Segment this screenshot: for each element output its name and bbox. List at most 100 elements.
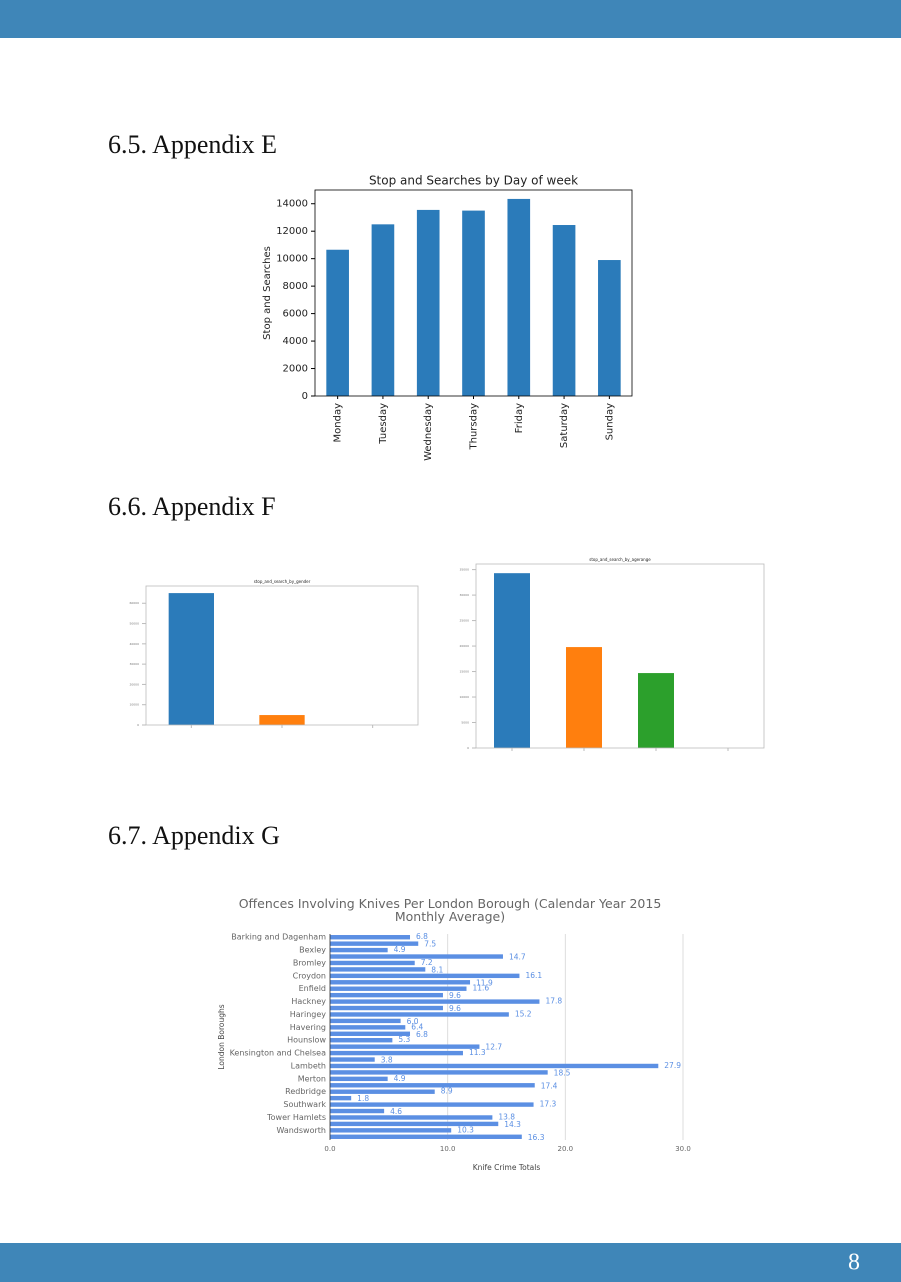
y-tick-label: Barking and Dagenham [231, 933, 326, 942]
y-tick-label: 8000 [283, 281, 308, 292]
bar [330, 1095, 352, 1101]
value-label: 6.4 [411, 1022, 423, 1031]
chart-title: Stop and Searches by Day of week [369, 174, 578, 188]
value-label: 6.8 [416, 932, 428, 941]
y-tick-label: Hounslow [287, 1036, 326, 1045]
value-label: 4.9 [394, 945, 406, 954]
bar [326, 249, 349, 396]
bar [416, 209, 440, 396]
y-tick-label: Lambeth [291, 1061, 326, 1070]
value-label: 6.0 [407, 1017, 419, 1026]
page-number: 8 [848, 1250, 860, 1276]
x-tick-label: Friday [514, 403, 525, 433]
x-tick-label: 0.0 [324, 1145, 335, 1153]
y-tick-label: 40000 [129, 642, 139, 646]
bar [494, 573, 530, 748]
value-label: 27.9 [664, 1061, 681, 1070]
bar [330, 1044, 480, 1049]
y-tick-label: 0 [137, 723, 139, 727]
y-tick-label: 14000 [276, 199, 308, 210]
y-tick-label: Redbridge [285, 1087, 326, 1096]
y-tick-label: 0 [467, 746, 469, 750]
x-tick-label: Thursday [469, 403, 480, 451]
y-tick-label: Bexley [299, 946, 326, 955]
chart-title: Offences Involving Knives Per London Bor… [239, 896, 662, 924]
y-tick-label: Southwark [283, 1100, 326, 1109]
y-tick-label: Hackney [291, 997, 326, 1006]
value-label: 11.6 [472, 984, 489, 993]
bar [330, 954, 503, 959]
bar [330, 1050, 463, 1056]
bar [552, 225, 576, 396]
bar [330, 1089, 435, 1094]
value-label: 17.4 [541, 1081, 558, 1090]
x-tick-label: Tuesday [378, 403, 389, 445]
y-tick-label: 15000 [459, 670, 469, 674]
bar [330, 1108, 385, 1114]
y-tick-label: 10000 [459, 695, 469, 699]
y-tick-label: 60000 [129, 601, 139, 605]
value-label: 17.8 [545, 997, 562, 1006]
bar [330, 986, 467, 991]
value-label: 8.9 [441, 1087, 453, 1096]
y-tick-label: Haringey [290, 1010, 327, 1019]
value-label: 18.5 [554, 1068, 571, 1077]
bar [330, 1063, 659, 1069]
bar [330, 1057, 375, 1062]
value-label: 7.5 [424, 940, 436, 949]
bar [330, 1128, 452, 1133]
value-label: 15.2 [515, 1009, 532, 1018]
value-label: 8.1 [431, 965, 443, 974]
y-tick-label: 12000 [276, 226, 308, 237]
value-label: 14.7 [509, 953, 526, 962]
plot-frame [145, 585, 419, 726]
value-label: 5.3 [398, 1035, 410, 1044]
bar [330, 935, 411, 940]
value-label: 7.2 [421, 958, 433, 967]
bar [330, 947, 388, 953]
y-tick-label: 10000 [276, 254, 308, 265]
value-label: 13.8 [498, 1112, 515, 1121]
bar [168, 593, 214, 725]
y-tick-label: 50000 [129, 622, 139, 626]
value-label: 11.9 [476, 978, 493, 987]
x-tick-label: Saturday [559, 403, 570, 448]
bar [330, 1076, 388, 1082]
bar [330, 941, 419, 946]
bar [330, 960, 415, 966]
y-tick-label: Merton [298, 1074, 326, 1083]
x-tick-label: 30.0 [675, 1145, 691, 1153]
x-tick-label: Sunday [604, 403, 615, 440]
bar [330, 1102, 534, 1107]
x-tick-label: 20.0 [558, 1145, 574, 1153]
bar [330, 1012, 509, 1017]
value-label: 6.8 [416, 1030, 428, 1039]
bar [566, 647, 602, 748]
y-tick-label: 20000 [129, 682, 139, 686]
value-label: 9.6 [449, 1004, 461, 1013]
x-axis-label: Knife Crime Totals [473, 1163, 541, 1172]
plot-frame [314, 189, 633, 397]
bar [330, 1121, 499, 1127]
plot-frame [475, 563, 765, 749]
y-axis-label: Stop and Searches [262, 246, 273, 340]
bar [330, 980, 471, 985]
bar [259, 715, 305, 725]
bar [330, 1070, 548, 1075]
x-tick-label: Wednesday [423, 403, 434, 461]
value-label: 4.9 [394, 1074, 406, 1083]
y-tick-label: 20000 [459, 644, 469, 648]
value-label: 16.3 [528, 1133, 545, 1142]
bar [598, 260, 621, 396]
y-tick-label: 0 [302, 391, 308, 402]
bottom-bar [0, 1243, 901, 1282]
y-axis-label: London Boroughs [217, 1004, 226, 1069]
bar [330, 1038, 393, 1043]
bar [330, 1025, 406, 1030]
value-label: 10.3 [457, 1125, 474, 1134]
value-label: 16.1 [525, 971, 542, 980]
bar [638, 673, 674, 748]
bar [330, 999, 540, 1004]
y-tick-label: Bromley [293, 958, 326, 967]
y-tick-label: Wandsworth [276, 1126, 326, 1135]
